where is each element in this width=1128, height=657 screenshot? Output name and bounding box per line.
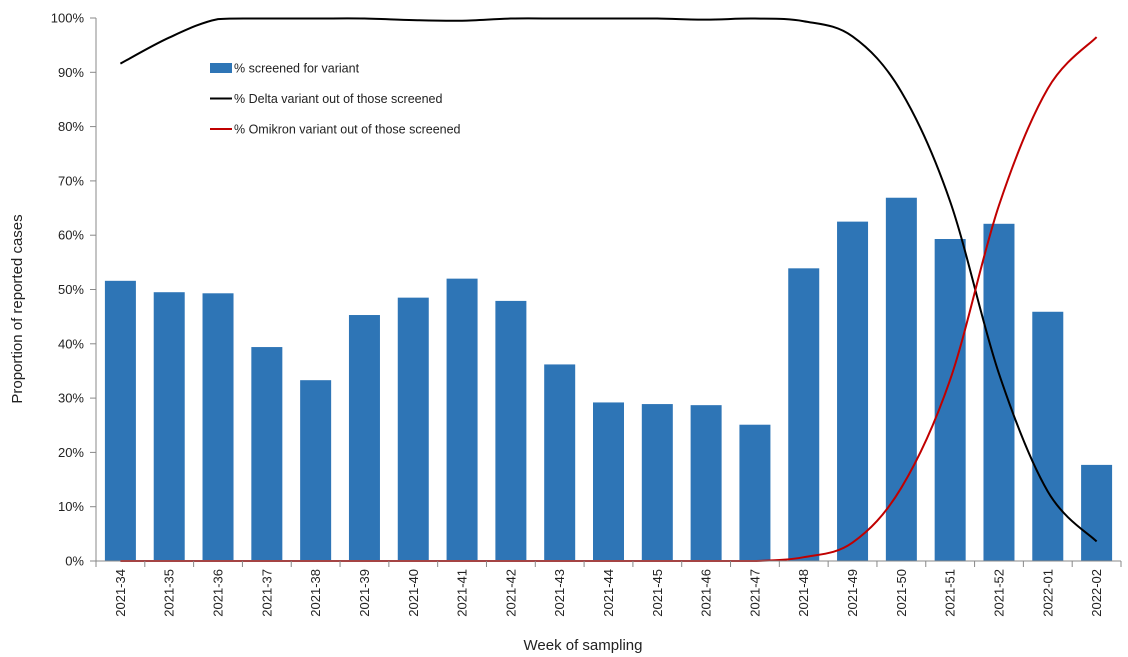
x-ticks [95, 561, 1122, 567]
bar [202, 293, 234, 561]
y-tick-label: 50% [58, 282, 84, 297]
legend-label: % screened for variant [234, 62, 360, 76]
x-tick-label: 2021-34 [113, 569, 128, 617]
x-tick-label: 2021-44 [601, 569, 616, 617]
bar [934, 239, 966, 561]
bar [397, 297, 429, 561]
bar [885, 197, 917, 561]
bar [104, 280, 136, 561]
y-tick-label: 90% [58, 65, 84, 80]
x-tick-label: 2021-43 [552, 569, 567, 617]
bar [251, 347, 283, 561]
x-tick-label: 2021-46 [699, 569, 714, 617]
bar [593, 402, 624, 561]
y-tick-label: 70% [58, 173, 84, 188]
legend: % screened for variant % Delta variant ou… [210, 62, 461, 137]
x-tick-label: 2021-45 [650, 569, 665, 617]
y-tick-label: 60% [58, 228, 84, 243]
bars [104, 197, 1113, 561]
bar [641, 404, 673, 561]
bar [1081, 464, 1113, 561]
y-tick-label: 10% [58, 499, 84, 514]
legend-label: % Delta variant out of those screened [234, 92, 443, 106]
y-tick-label: 0% [65, 554, 84, 569]
y-tick-label: 30% [58, 391, 84, 406]
x-tick-label: 2021-40 [406, 569, 421, 617]
bar [788, 268, 820, 561]
delta-line [119, 17, 1098, 543]
bar [300, 380, 332, 561]
bar [153, 292, 185, 561]
bar [446, 278, 478, 561]
x-tick-label: 2022-01 [1040, 569, 1055, 617]
y-tick-label: 40% [58, 336, 84, 351]
bar [544, 364, 576, 561]
bar [690, 405, 722, 561]
bar [739, 424, 771, 561]
x-tick-label: 2022-02 [1089, 569, 1104, 617]
y-axis-title: Proportion of reported cases [9, 214, 26, 403]
y-tick-label: 80% [58, 119, 84, 134]
bar [837, 221, 869, 561]
x-tick-label: 2021-50 [894, 569, 909, 617]
x-tick-label: 2021-48 [796, 569, 811, 617]
bar [495, 300, 527, 561]
x-tick-labels: 2021-34 2021-35 2021-36 2021-37 2021-38 2021-… [113, 569, 1104, 617]
x-tick-label: 2021-38 [308, 569, 323, 617]
y-tick-label: 100% [51, 11, 85, 26]
bar [348, 315, 380, 561]
x-tick-label: 2021-39 [357, 569, 372, 617]
x-tick-label: 2021-37 [259, 569, 274, 617]
x-tick-label: 2021-51 [943, 569, 958, 617]
bar [983, 223, 1015, 561]
x-tick-label: 2021-42 [503, 569, 518, 617]
y-ticks [90, 17, 96, 562]
x-axis-title: Week of sampling [524, 637, 643, 654]
legend-swatch [210, 63, 232, 73]
axes [95, 18, 1121, 562]
y-tick-label: 20% [58, 445, 84, 460]
x-tick-label: 2021-47 [747, 569, 762, 617]
legend-label: % Omikron variant out of those screened [234, 123, 461, 137]
bar [1032, 311, 1064, 561]
x-tick-label: 2021-35 [162, 569, 177, 617]
x-tick-label: 2021-49 [845, 569, 860, 617]
x-tick-label: 2021-36 [211, 569, 226, 617]
y-tick-labels: 0% 10% 20% 30% 40% 50% 60% 70% 80% 90% 100% [51, 11, 85, 569]
x-tick-label: 2021-41 [455, 569, 470, 617]
x-tick-label: 2021-52 [991, 569, 1006, 617]
